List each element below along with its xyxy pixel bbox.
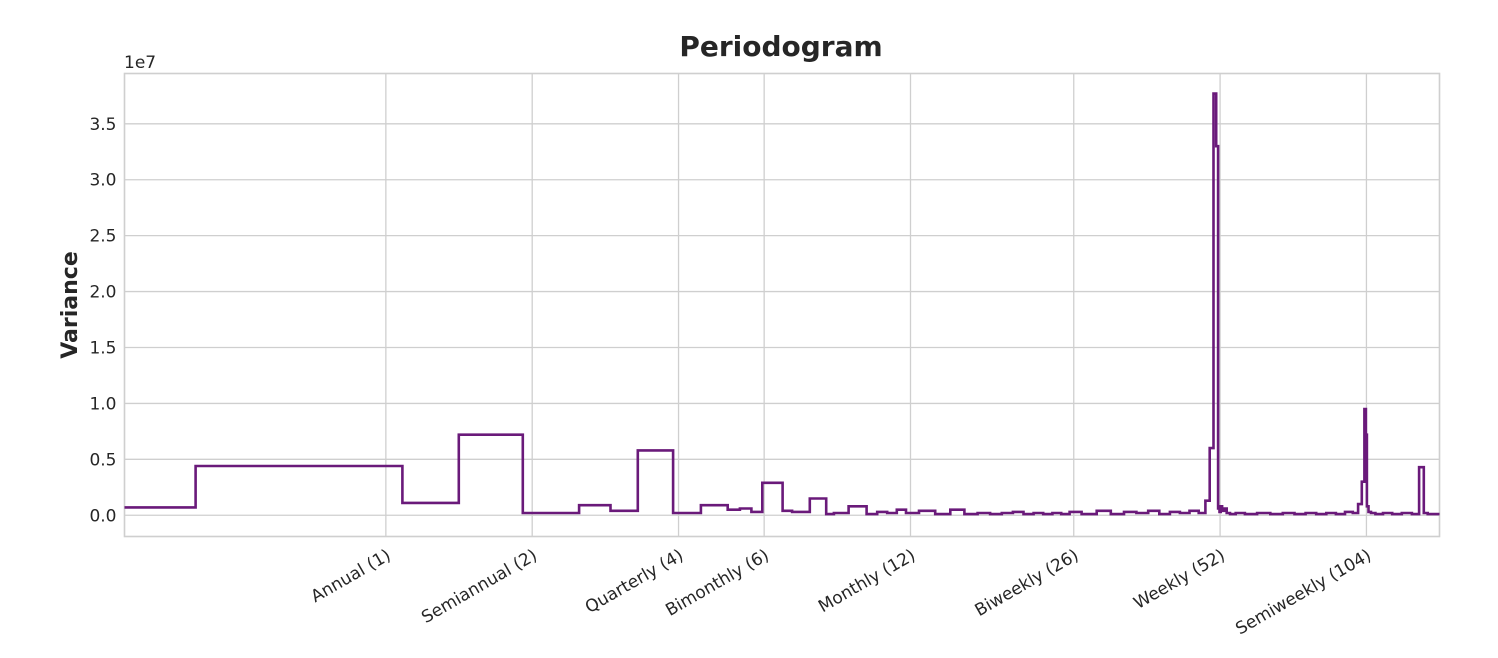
x-tick-label: Annual (1) <box>308 546 395 608</box>
x-tick-label: Semiannual (2) <box>418 546 541 628</box>
x-tick-label: Biweekly (26) <box>972 546 1083 621</box>
x-axis-ticks: Annual (1) Semiannual (2) Quarterly (4)Bim… <box>308 546 1375 640</box>
x-tick-label: Monthly (12) <box>815 546 919 618</box>
y-tick-label: 3.0 <box>89 171 116 191</box>
y-tick-label: 2.0 <box>89 283 116 303</box>
x-tick-label: Weekly (52) <box>1131 546 1229 614</box>
y-tick-label: 0.0 <box>89 506 116 526</box>
plot-frame <box>123 72 1441 538</box>
y-axis-label: Variance <box>58 251 83 359</box>
y-axis-ticks: 0.0 0.5 1.0 1.5 2.0 2.5 3.0 3.5 <box>89 115 116 526</box>
y-tick-label: 2.5 <box>89 227 116 247</box>
chart-title: Periodogram <box>679 30 882 63</box>
y-tick-label: 1.5 <box>89 338 116 358</box>
grid <box>124 73 1440 537</box>
y-axis-offset-label: 1e7 <box>124 53 156 73</box>
x-tick-label: Semiweekly (104) <box>1232 546 1375 640</box>
y-tick-label: 1.0 <box>89 394 116 414</box>
y-tick-label: 3.5 <box>89 115 116 135</box>
variance-series-line <box>124 92 1440 516</box>
y-tick-label: 0.5 <box>89 450 116 470</box>
